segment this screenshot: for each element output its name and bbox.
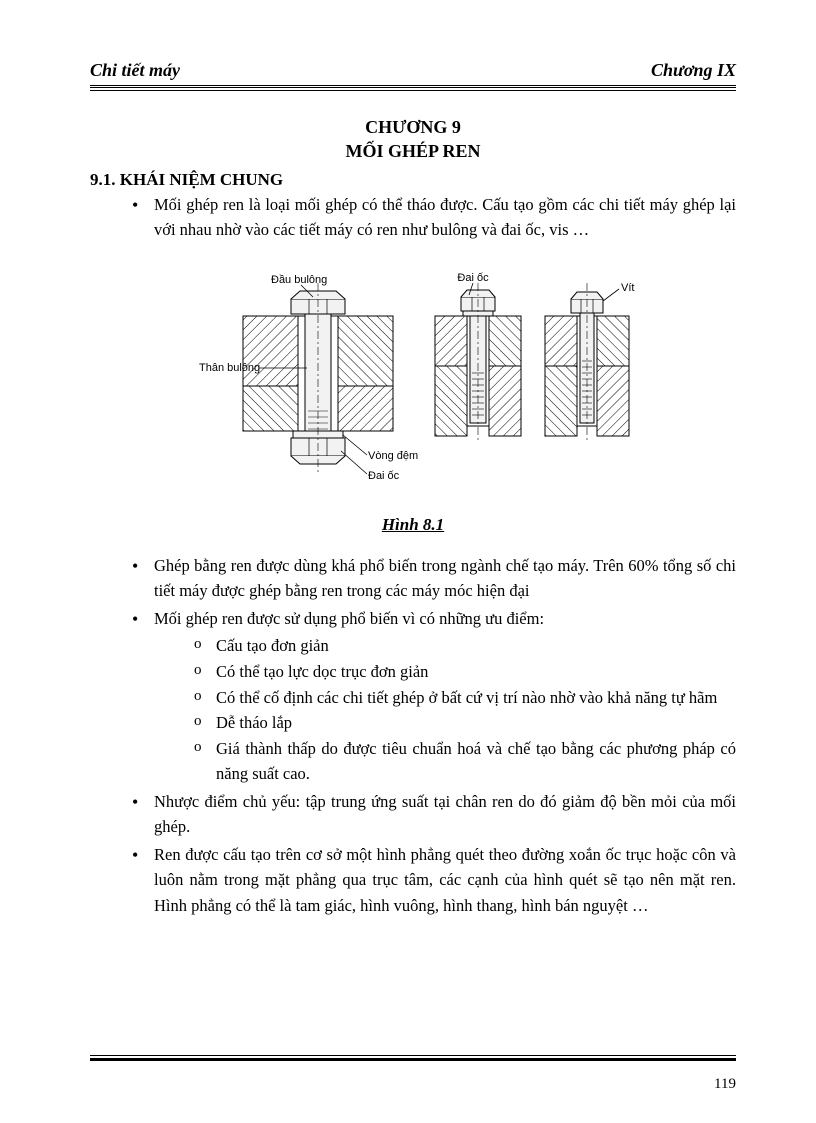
page-header: Chi tiết máy Chương IX [90,60,736,81]
section-heading: 9.1. KHÁI NIỆM CHUNG [90,170,736,190]
advantage-item: Giá thành thấp do được tiêu chuẩn hoá và… [194,736,736,787]
figure-8-1: Đầu bulông Thân bulông Vòng đệm Đai ốc [90,261,736,501]
advantage-item: Dễ tháo lắp [194,710,736,736]
label-head: Đầu bulông [271,274,327,286]
title-line1: CHƯƠNG 9 [90,115,736,139]
bullet-item: Ghép bằng ren được dùng khá phổ biến tro… [132,553,736,604]
bullets-after-figure: Ghép bằng ren được dùng khá phổ biến tro… [90,553,736,919]
title-line2: MỐI GHÉP REN [90,139,736,163]
label-washer: Vòng đệm [368,450,418,462]
header-left: Chi tiết máy [90,60,180,81]
intro-bullet: Mối ghép ren là loại mối ghép có thể thá… [132,192,736,243]
label-screw: Vít [621,282,634,294]
header-right: Chương IX [651,60,736,81]
bullet-item: Mối ghép ren được sử dụng phổ biến vì có… [132,606,736,787]
header-rule [90,85,736,91]
label-body: Thân bulông [199,362,260,374]
label-nut: Đai ốc [368,470,400,482]
figure-caption: Hình 8.1 [90,515,736,535]
advantage-item: Có thể cố định các chi tiết ghép ở bất c… [194,685,736,711]
bullet-item: Nhược điểm chủ yếu: tập trung ứng suất t… [132,789,736,840]
intro-list: Mối ghép ren là loại mối ghép có thể thá… [90,192,736,243]
bolt-diagram: Đầu bulông Thân bulông Vòng đệm Đai ốc [173,261,653,501]
page-number: 119 [714,1076,736,1093]
advantage-item: Có thể tạo lực dọc trục đơn giản [194,659,736,685]
advantage-item: Cấu tạo đơn giản [194,633,736,659]
label-nut2: Đai ốc [457,272,489,284]
bullet-item: Ren được cấu tạo trên cơ sở một hình phẳ… [132,842,736,919]
footer-rule [90,1055,736,1061]
advantages-list: Cấu tạo đơn giản Có thể tạo lực dọc trục… [154,633,736,786]
chapter-title: CHƯƠNG 9 MỐI GHÉP REN [90,115,736,164]
